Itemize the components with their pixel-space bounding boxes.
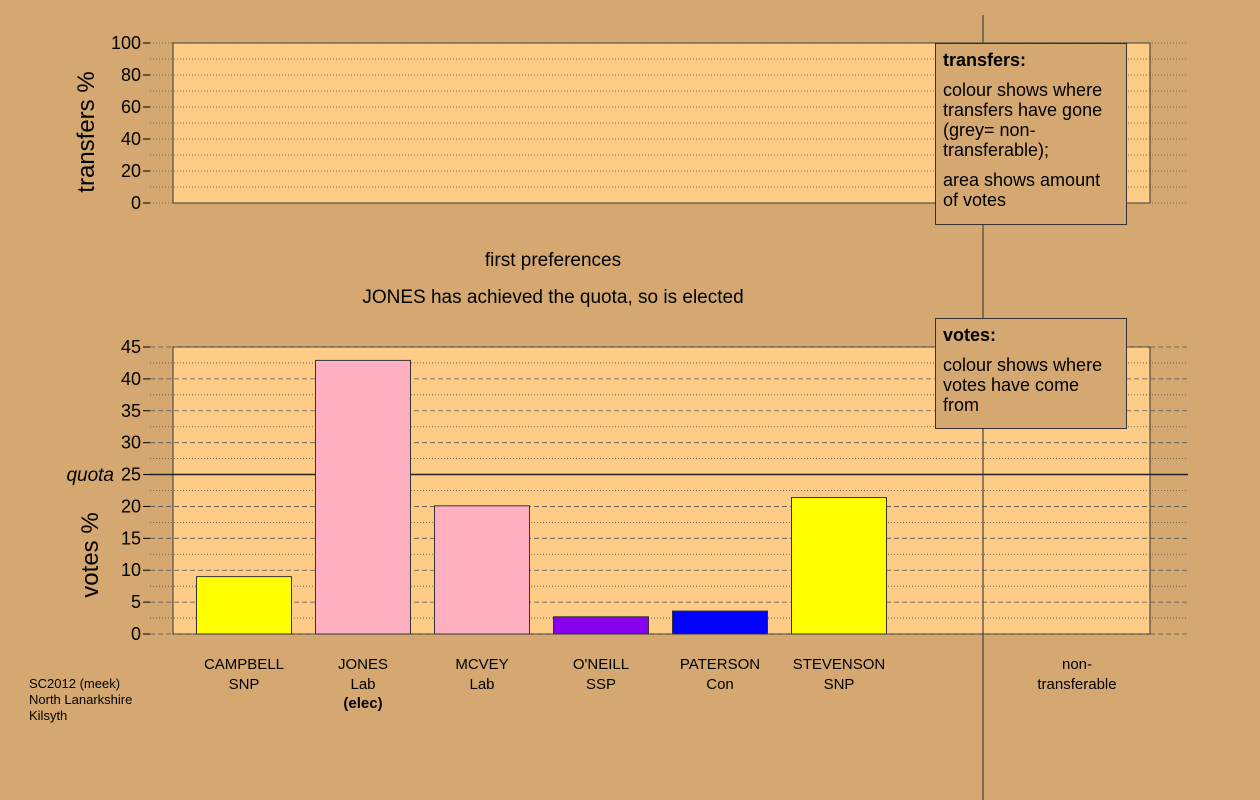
transfers-legend-title: transfers: [943, 50, 1027, 70]
votes-tick-label: 45 [121, 337, 141, 357]
candidate-name: STEVENSON [793, 656, 886, 673]
votes-tick-label: 25 [121, 465, 141, 485]
votes-tick-label: 0 [131, 624, 141, 644]
transfers-legend: transfers: colour shows where transfers … [935, 43, 1127, 225]
source-note: SC2012 (meek) North Lanarkshire Kilsyth [29, 676, 132, 723]
source-line: North Lanarkshire [29, 692, 132, 707]
votes-tick-label: 10 [121, 560, 141, 580]
candidate-name: O'NEILL [573, 656, 629, 673]
votes-axis-title: votes % [77, 512, 104, 597]
votes-tick-label: 35 [121, 401, 141, 421]
source-line: SC2012 (meek) [29, 676, 120, 691]
non-transferable-label: non- transferable [1037, 656, 1116, 693]
transfers-legend-text: area shows amount of votes [943, 170, 1101, 210]
candidate-label: MCVEY Lab [455, 656, 508, 693]
votes-tick-label: 20 [121, 496, 141, 516]
votes-tick-label: 5 [131, 592, 141, 612]
transfers-tick-label: 80 [121, 65, 141, 85]
candidate-label: JONES Lab (elec) [338, 656, 388, 712]
quota-label: quota [66, 465, 114, 486]
candidate-party: Con [706, 676, 734, 693]
bar [315, 359, 411, 635]
bar [672, 610, 768, 635]
bar [791, 497, 887, 635]
candidate-name: PATERSON [680, 656, 760, 673]
transfers-axis-title: transfers % [73, 71, 100, 192]
candidate-party: SSP [586, 676, 616, 693]
bar [196, 576, 292, 635]
bar [434, 505, 530, 635]
elected-note: (elec) [343, 695, 382, 712]
candidate-party: SNP [229, 676, 260, 693]
candidate-label: CAMPBELL SNP [204, 656, 284, 693]
votes-legend-title: votes: [943, 325, 997, 345]
votes-tick-label: 15 [121, 528, 141, 548]
status-heading: JONES has achieved the quota, so is elec… [362, 287, 743, 308]
transfers-tick-label: 100 [111, 33, 141, 53]
candidate-label: O'NEILL SSP [573, 656, 629, 693]
candidate-party: Lab [350, 676, 375, 693]
candidate-name: MCVEY [455, 656, 508, 673]
candidate-name: JONES [338, 656, 388, 673]
candidate-party: SNP [824, 676, 855, 693]
non-transferable-line2: transferable [1037, 676, 1116, 693]
source-line: Kilsyth [29, 708, 67, 723]
candidate-label: STEVENSON SNP [793, 656, 886, 693]
candidate-label: PATERSON Con [680, 656, 760, 693]
transfers-legend-text: colour shows where transfers have gone (… [943, 80, 1103, 160]
votes-legend-text: colour shows where votes have come from [943, 355, 1103, 415]
candidate-party: Lab [469, 676, 494, 693]
transfers-tick-label: 20 [121, 161, 141, 181]
votes-tick-label: 40 [121, 369, 141, 389]
votes-tick-label: 30 [121, 433, 141, 453]
non-transferable-line1: non- [1062, 656, 1092, 673]
bar [553, 616, 649, 635]
transfers-tick-label: 60 [121, 97, 141, 117]
candidate-name: CAMPBELL [204, 656, 284, 673]
stage-heading: first preferences [485, 250, 621, 271]
transfers-tick-label: 0 [131, 193, 141, 213]
transfers-tick-label: 40 [121, 129, 141, 149]
votes-legend: votes: colour shows where votes have com… [935, 318, 1127, 429]
